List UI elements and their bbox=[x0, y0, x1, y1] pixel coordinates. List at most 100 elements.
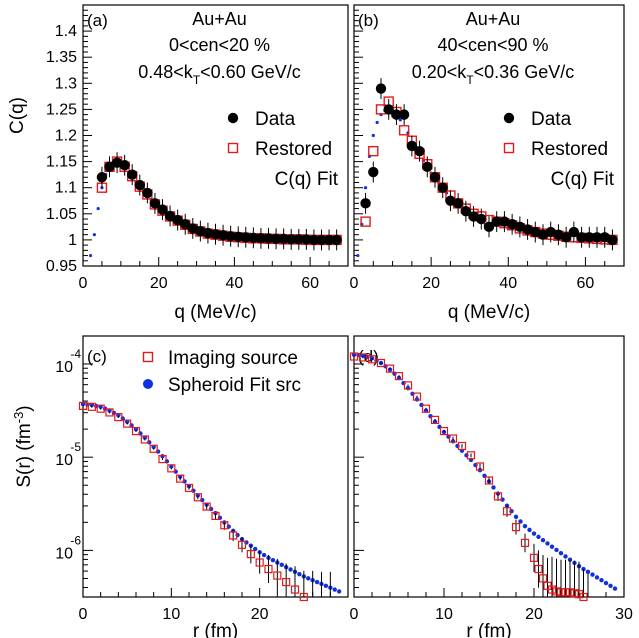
fit-point bbox=[518, 519, 523, 524]
imaging-point bbox=[565, 588, 575, 597]
legend-marker bbox=[227, 112, 239, 124]
imaging-point bbox=[229, 531, 238, 540]
y-tick-label: 1.2 bbox=[55, 128, 77, 145]
data-point bbox=[383, 104, 394, 115]
imaging-point bbox=[140, 435, 149, 444]
fit-point bbox=[147, 440, 152, 445]
fit-point bbox=[545, 541, 550, 546]
legend-marker bbox=[503, 112, 515, 124]
x-axis-label: r (fm) bbox=[466, 621, 511, 638]
y-tick-label: 1.05 bbox=[46, 206, 77, 223]
imaging-point bbox=[475, 462, 485, 471]
legend-marker bbox=[143, 379, 153, 389]
imaging-point bbox=[282, 577, 291, 587]
imaging-point bbox=[579, 592, 588, 602]
imaging-point bbox=[349, 352, 359, 361]
legend-marker bbox=[142, 351, 154, 363]
fit-point bbox=[563, 554, 568, 559]
y-tick-label: 1.25 bbox=[46, 101, 77, 118]
y-tick-exponent: -4 bbox=[70, 347, 81, 361]
fit-point bbox=[182, 479, 187, 484]
fit-point bbox=[92, 233, 96, 237]
imaging-point bbox=[534, 564, 543, 574]
fit-point bbox=[191, 488, 196, 493]
data-point bbox=[414, 145, 425, 157]
annotation-system: Au+Au bbox=[192, 9, 247, 29]
data-point bbox=[301, 234, 312, 245]
data-point bbox=[607, 234, 618, 246]
fit-point bbox=[371, 133, 375, 138]
data-point bbox=[217, 230, 229, 241]
data-point bbox=[360, 198, 371, 209]
imaging-point bbox=[412, 392, 422, 401]
data-point bbox=[437, 182, 448, 193]
restored-point bbox=[398, 125, 410, 136]
panel-b: 0 20 40 60 q (MeV/c) (b) Au+Au 40<cen<90 % 0.20<… bbox=[350, 4, 625, 323]
annotation-system: Au+Au bbox=[466, 9, 521, 29]
annotation-centrality: 40<cen<90 % bbox=[437, 35, 548, 55]
imaging-point bbox=[202, 502, 211, 511]
fit-point bbox=[200, 497, 205, 503]
imaging-point bbox=[367, 355, 377, 364]
imaging-point bbox=[561, 588, 570, 597]
imaging-point bbox=[394, 371, 404, 381]
data-point bbox=[270, 233, 282, 245]
data-point bbox=[391, 109, 402, 120]
fit-point bbox=[235, 532, 240, 538]
imaging-point bbox=[184, 483, 194, 493]
legend-entry: Data bbox=[531, 109, 572, 130]
fit-point bbox=[531, 531, 537, 536]
imaging-point bbox=[176, 474, 185, 483]
imaging-point bbox=[448, 434, 458, 443]
imaging-point bbox=[131, 426, 141, 436]
fit-point bbox=[522, 523, 528, 529]
panel-label: (a) bbox=[87, 11, 108, 30]
fit-point bbox=[585, 569, 591, 575]
imaging-point bbox=[149, 444, 158, 453]
fit-point bbox=[94, 403, 99, 409]
data-point bbox=[134, 179, 145, 191]
fit-point bbox=[306, 576, 311, 581]
data-point bbox=[263, 233, 274, 244]
imaging-point bbox=[457, 441, 467, 451]
imaging-point bbox=[502, 507, 512, 516]
imaging-point bbox=[439, 426, 449, 436]
fit-point bbox=[603, 580, 609, 586]
data-point bbox=[286, 234, 297, 245]
y-tick-label: 10 bbox=[55, 545, 73, 562]
restored-point bbox=[368, 145, 379, 157]
data-point bbox=[584, 232, 595, 243]
fit-point bbox=[270, 557, 276, 563]
data-point bbox=[568, 226, 580, 238]
data-point bbox=[293, 234, 304, 245]
data-point bbox=[127, 169, 138, 180]
data-point bbox=[323, 234, 335, 246]
imaging-point bbox=[246, 550, 255, 559]
fit-point bbox=[323, 583, 329, 589]
data-point bbox=[452, 198, 464, 209]
fit-point bbox=[369, 356, 375, 361]
fit-point bbox=[336, 589, 342, 594]
legend-marker bbox=[503, 142, 515, 154]
y-tick-label: 10 bbox=[55, 359, 73, 376]
x-tick-label: 30 bbox=[615, 606, 633, 623]
data-point bbox=[202, 227, 214, 239]
legend-marker bbox=[227, 142, 239, 154]
fit-point bbox=[261, 552, 267, 558]
imaging-point bbox=[421, 404, 431, 413]
legend-entry: Imaging source bbox=[168, 348, 298, 369]
imaging-point bbox=[123, 419, 132, 428]
imaging-point bbox=[158, 454, 167, 464]
imaging-point bbox=[237, 540, 247, 549]
imaging-point bbox=[358, 353, 368, 362]
fit-point bbox=[96, 206, 100, 211]
y-tick-exponent: -5 bbox=[70, 440, 81, 454]
data-point bbox=[576, 232, 587, 243]
y-tick-label: 1.15 bbox=[46, 154, 77, 171]
y-tick-exponent: -6 bbox=[70, 533, 81, 547]
imaging-point bbox=[167, 464, 176, 473]
fit-point bbox=[414, 397, 420, 402]
data-point bbox=[119, 160, 130, 171]
